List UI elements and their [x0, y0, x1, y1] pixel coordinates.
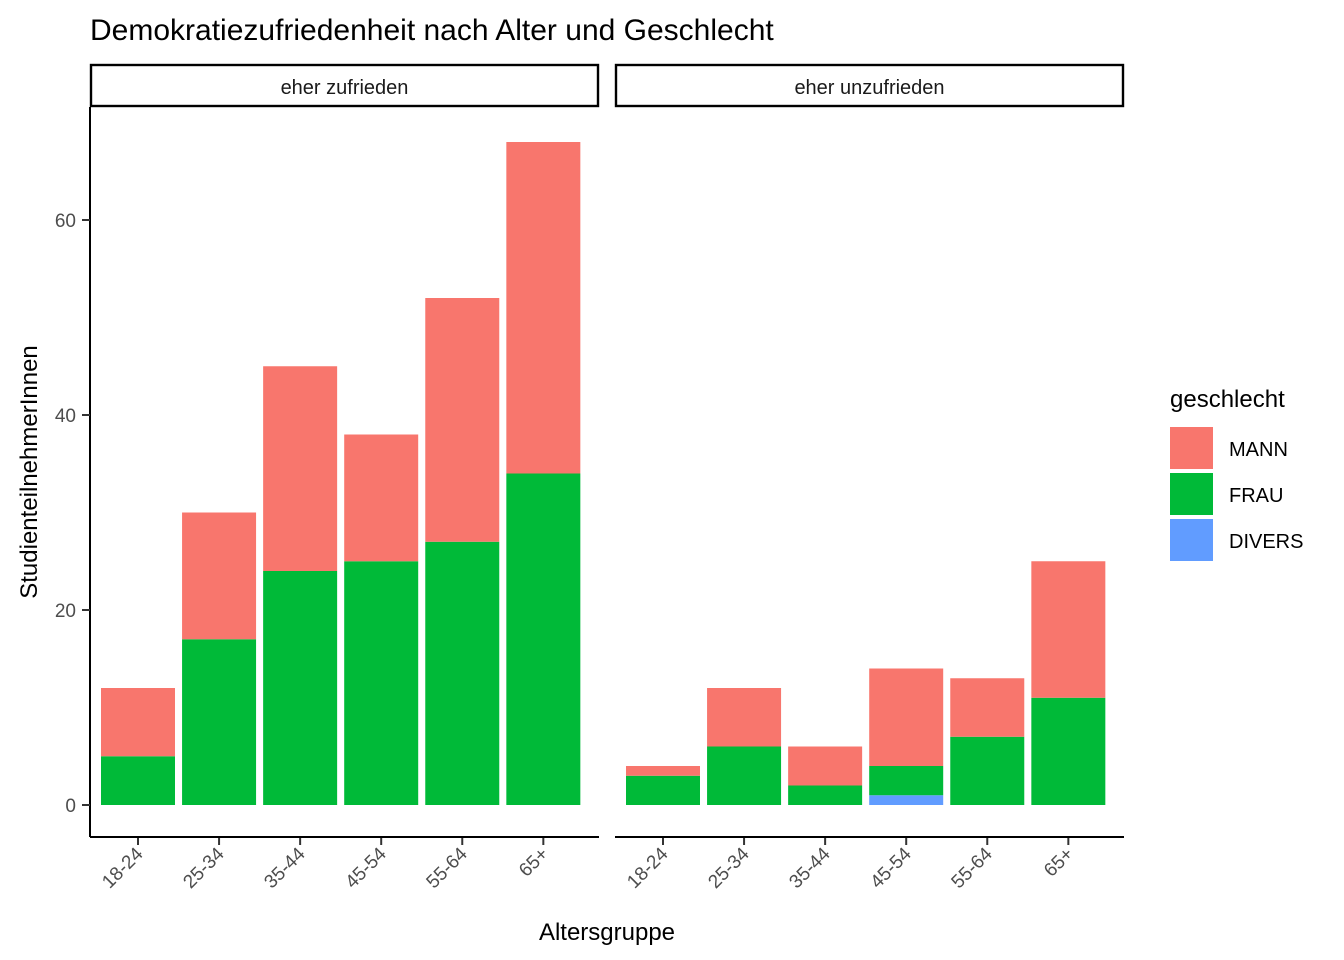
bar-frau-25-34	[707, 746, 782, 805]
y-tick-label: 20	[55, 601, 76, 622]
x-tick-label: 18-24	[623, 843, 673, 893]
x-tick-label: 35-44	[785, 843, 835, 893]
bar-mann-45-54	[344, 434, 419, 562]
bar-frau-45-54	[344, 561, 419, 805]
legend: geschlecht MANN FRAU DIVERS	[1170, 386, 1303, 561]
bar-mann-55-64	[950, 678, 1025, 737]
bar-divers-45-54	[869, 795, 944, 805]
x-tick-label: 45-54	[342, 843, 392, 893]
bar-frau-65+	[506, 473, 581, 805]
bar-mann-45-54	[869, 668, 944, 766]
legend-key-mann	[1170, 427, 1213, 469]
bar-mann-18-24	[626, 766, 700, 776]
x-tick-label: 35-44	[260, 843, 310, 893]
bar-frau-18-24	[101, 756, 175, 805]
x-tick-label: 25-34	[179, 843, 229, 893]
legend-key-frau	[1170, 473, 1213, 515]
legend-label-mann: MANN	[1229, 439, 1288, 461]
bar-frau-18-24	[626, 775, 700, 805]
x-tick-label: 18-24	[98, 843, 148, 893]
facet-panel-1: eher unzufrieden 18-24 25-34 35-44 45-54 55-6…	[614, 63, 1125, 893]
bar-frau-35-44	[263, 571, 338, 805]
bar-frau-25-34	[182, 639, 257, 805]
facet-panel-0: eher zufrieden 18-24 25-34 35-44 45-54 55-64 6…	[55, 63, 600, 893]
x-tick-label: 25-34	[704, 843, 754, 893]
y-tick-label: 40	[55, 406, 76, 427]
bar-frau-35-44	[788, 785, 863, 805]
x-tick-label: 55-64	[423, 843, 473, 893]
bar-mann-18-24	[101, 688, 175, 757]
legend-title: geschlecht	[1170, 386, 1285, 413]
bar-mann-65+	[1031, 561, 1106, 698]
bar-mann-35-44	[263, 366, 338, 571]
y-tick-label: 0	[65, 796, 76, 817]
legend-key-divers	[1170, 519, 1213, 561]
y-axis-label: StudienteilnehmerInnen	[16, 345, 43, 599]
legend-label-divers: DIVERS	[1229, 531, 1303, 553]
bar-mann-25-34	[182, 512, 257, 640]
chart-title: Demokratiezufriedenheit nach Alter und G…	[90, 14, 774, 47]
bar-mann-65+	[506, 142, 581, 474]
bar-mann-25-34	[707, 688, 782, 747]
x-tick-label: 65+	[1040, 844, 1078, 882]
y-tick-label: 60	[55, 211, 76, 232]
bar-frau-65+	[1031, 697, 1106, 805]
facet-strip	[89, 63, 600, 108]
x-tick-label: 55-64	[948, 843, 998, 893]
bar-frau-55-64	[950, 736, 1025, 805]
x-tick-label: 45-54	[867, 843, 917, 893]
x-tick-label: 65+	[515, 844, 553, 882]
legend-label-frau: FRAU	[1229, 485, 1283, 507]
x-axis-label: Altersgruppe	[539, 919, 675, 946]
facet-strip-label: eher unzufrieden	[794, 77, 944, 99]
facets-group: eher zufrieden 18-24 25-34 35-44 45-54 55-64 6…	[55, 63, 1125, 893]
bar-mann-35-44	[788, 746, 863, 786]
bar-frau-45-54	[869, 766, 944, 796]
facet-strip-label: eher zufrieden	[281, 77, 409, 99]
facet-strip	[614, 63, 1125, 108]
legend-items: MANN FRAU DIVERS	[1170, 427, 1303, 561]
bar-mann-55-64	[425, 298, 500, 542]
bar-frau-55-64	[425, 541, 500, 805]
